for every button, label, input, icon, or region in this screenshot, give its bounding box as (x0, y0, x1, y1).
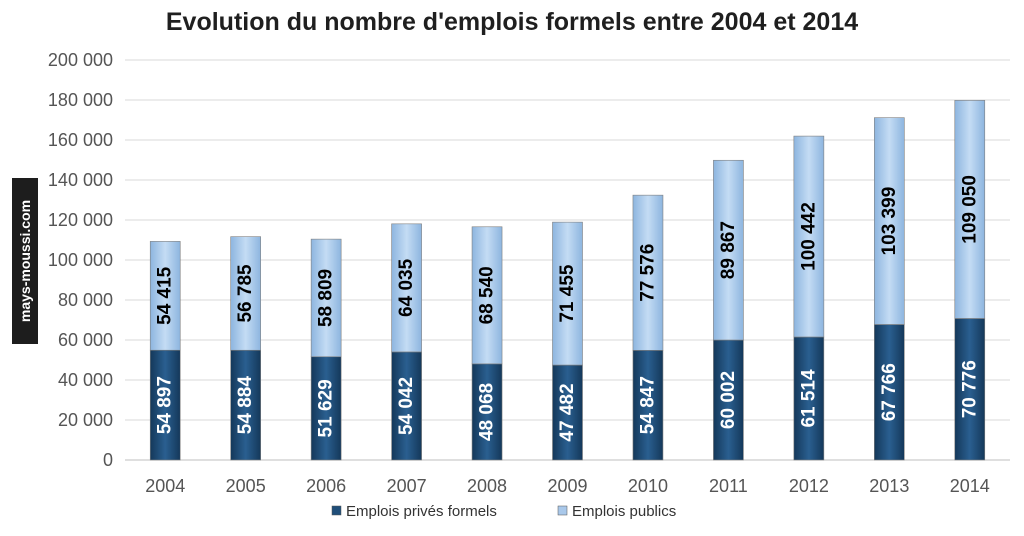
x-tick-label: 2014 (950, 476, 990, 496)
data-label: 54 884 (235, 376, 256, 435)
bar-segment-public (149, 241, 181, 351)
data-label: 71 455 (557, 264, 578, 323)
bar-segment-public (310, 238, 342, 358)
bar-segment-public (954, 100, 986, 319)
data-label: 47 482 (557, 383, 578, 441)
data-label: 54 042 (396, 377, 417, 435)
x-tick-label: 2011 (709, 476, 748, 496)
bar-segment-prive (149, 349, 181, 461)
y-tick-label: 80 000 (58, 290, 113, 310)
data-label: 54 415 (155, 266, 176, 325)
bar-segment-prive (954, 318, 986, 461)
data-label: 61 514 (798, 369, 819, 428)
data-labels: 54 897 54 415 54 884 56 785 51 629 58 809 54 0… (155, 175, 981, 442)
y-tick-label: 100 000 (48, 250, 113, 270)
bar-segment-public (793, 135, 825, 338)
x-tick-label: 2004 (145, 476, 185, 496)
y-tick-label: 40 000 (58, 370, 113, 390)
data-label: 89 867 (718, 221, 739, 279)
legend-label: Emplois publics (572, 503, 676, 520)
x-tick-label: 2009 (547, 476, 587, 496)
bars (149, 100, 986, 461)
y-tick-label: 20 000 (58, 410, 113, 430)
data-label: 70 776 (959, 360, 980, 418)
y-tick-label: 60 000 (58, 330, 113, 350)
legend-swatch-public (557, 505, 568, 516)
data-label: 48 068 (477, 383, 498, 441)
bar-segment-prive (230, 349, 261, 461)
x-tick-label: 2006 (306, 476, 346, 496)
data-label: 64 035 (396, 258, 417, 317)
watermark-badge: mays-moussi.com (12, 178, 38, 344)
data-label: 103 399 (879, 187, 900, 256)
legend-swatch-prive (331, 505, 342, 516)
bar-segment-public (874, 117, 905, 325)
bar-segment-public (471, 226, 503, 365)
data-label: 58 809 (316, 269, 337, 327)
bar-segment-prive (310, 356, 342, 461)
y-tick-label: 180 000 (48, 90, 113, 110)
y-tick-label: 200 000 (48, 50, 113, 70)
bar-segment-public (391, 223, 422, 353)
x-tick-label: 2012 (789, 476, 829, 496)
y-tick-label: 120 000 (48, 210, 113, 230)
legend-label: Emplois privés formels (346, 503, 497, 520)
legend: Emplois privés formels Emplois publics (331, 503, 676, 520)
bar-segment-prive (632, 350, 664, 461)
x-tick-label: 2010 (628, 476, 668, 496)
bar-segment-prive (874, 324, 905, 461)
chart-title: Evolution du nombre d'emplois formels en… (165, 8, 859, 36)
data-label: 54 847 (637, 376, 658, 434)
bar-segment-public (632, 194, 664, 351)
bar-segment-public (552, 221, 583, 366)
x-tick-label: 2013 (869, 476, 909, 496)
bar-segment-prive (471, 363, 503, 461)
data-label: 77 576 (637, 244, 658, 302)
data-label: 100 442 (798, 202, 819, 271)
bar-segment-public (713, 159, 744, 341)
x-tick-label: 2007 (387, 476, 427, 496)
data-label: 51 629 (316, 379, 337, 437)
data-label: 109 050 (959, 175, 980, 244)
data-label: 67 766 (879, 363, 900, 421)
bar-segment-prive (713, 339, 744, 461)
x-axis-ticks: 2004 2005 2006 2007 2008 2009 2010 2011 2012 2013… (145, 476, 990, 496)
data-label: 54 897 (155, 376, 176, 434)
x-tick-label: 2005 (226, 476, 266, 496)
bar-segment-public (230, 236, 261, 351)
y-tick-label: 140 000 (48, 170, 113, 190)
x-tick-label: 2008 (467, 476, 507, 496)
data-label: 56 785 (235, 264, 256, 323)
data-label: 68 540 (477, 266, 498, 324)
y-axis-ticks: 0 20 000 40 000 60 000 80 000 100 000 120 000 1… (48, 50, 113, 470)
bar-segment-prive (793, 336, 825, 461)
y-tick-label: 160 000 (48, 130, 113, 150)
data-label: 60 002 (718, 371, 739, 429)
gridlines (125, 59, 1010, 461)
y-tick-label: 0 (103, 450, 113, 470)
